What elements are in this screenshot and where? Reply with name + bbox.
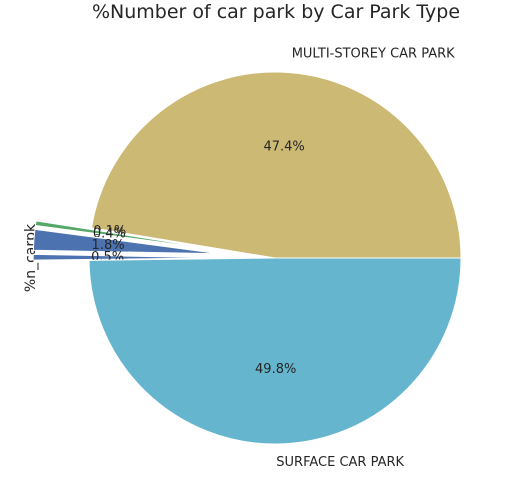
pie-slice-1 (35, 218, 220, 250)
pct-label-3: 1.8% (92, 238, 125, 253)
pie-slice-5 (88, 257, 462, 445)
pct-label-0: 47.4% (263, 139, 304, 154)
pie-slice-0 (90, 71, 462, 259)
pie-slice-3 (32, 228, 220, 255)
slice-label-0: MULTI-STOREY CAR PARK (292, 47, 455, 62)
pie-slice-2 (34, 220, 220, 251)
pct-label-5: 49.8% (255, 362, 296, 377)
chart-title: %Number of car park by Car Park Type (91, 1, 461, 23)
pie-slice-4 (32, 253, 220, 261)
slice-label-5: SURFACE CAR PARK (276, 455, 404, 470)
